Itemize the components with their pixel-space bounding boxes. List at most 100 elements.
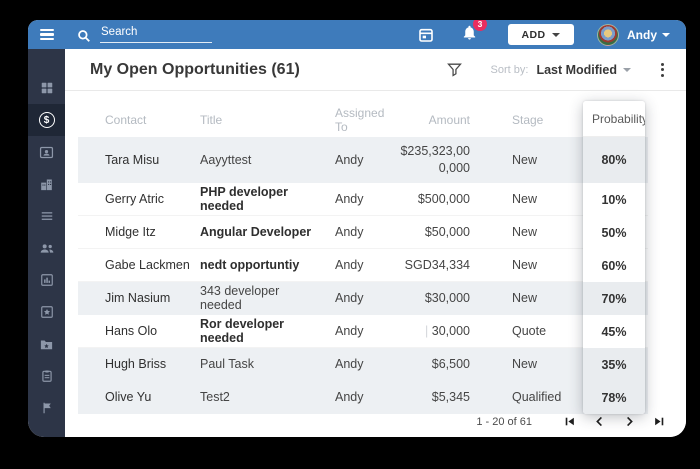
hamburger-menu-icon[interactable]: [39, 28, 54, 41]
team-users-icon: [39, 240, 55, 256]
stage-cell: Quote: [512, 324, 547, 338]
amount-cell: $500,000: [417, 191, 470, 206]
documents-folder-icon: [39, 337, 54, 352]
table-row[interactable]: Midge Itz Angular Developer Andy $50,000…: [78, 216, 648, 249]
sidebar-item-tasks[interactable]: [28, 360, 65, 392]
probability-cells: 80% 10% 50% 60% 70% 45% 35% 78%: [583, 137, 645, 414]
add-button[interactable]: ADD: [508, 24, 574, 45]
stage-cell: New: [512, 192, 538, 206]
title-cell: Angular Developer: [200, 225, 312, 239]
sidebar-item-dashboard[interactable]: [28, 72, 65, 104]
column-header-probability[interactable]: Probability: [583, 101, 645, 137]
column-header-amount[interactable]: Amount: [428, 113, 470, 127]
user-caret-down-icon[interactable]: [662, 32, 670, 37]
reports-chart-icon: [40, 273, 54, 287]
assigned-to-cell: Andy: [335, 192, 364, 206]
tasks-clipboard-icon: [40, 369, 54, 383]
column-header-stage[interactable]: Stage: [512, 113, 544, 127]
search-input[interactable]: Search: [100, 26, 212, 43]
title-cell: PHP developer needed: [200, 185, 289, 213]
assigned-to-cell: Andy: [335, 357, 364, 371]
title-cell: nedt opportuntiy: [200, 258, 300, 272]
filter-funnel-icon[interactable]: [446, 61, 463, 78]
stage-cell: New: [512, 152, 538, 167]
amount-cell: $235,323,000,000: [400, 144, 470, 175]
title-cell: 343 developer needed: [200, 284, 280, 312]
sidebar-item-campaigns[interactable]: [28, 296, 65, 328]
assigned-to-cell: Andy: [335, 225, 364, 239]
amount-cell: | 30,000: [425, 323, 470, 338]
contact-cell: Olive Yu: [105, 390, 152, 404]
sidebar-nav: [28, 49, 65, 437]
kebab-menu-icon[interactable]: [657, 61, 668, 79]
top-navbar: Search 3 ADD Andy: [28, 20, 686, 49]
probability-column-card[interactable]: Probability 80% 10% 50% 60% 70% 45% 35% 78%: [583, 101, 645, 414]
sidebar-item-flagged[interactable]: [28, 392, 65, 424]
pagination-range: 1 - 20 of 61: [476, 415, 532, 428]
user-avatar[interactable]: [597, 23, 619, 46]
table-row[interactable]: Jim Nasium 343 developer needed Andy $30…: [78, 282, 648, 315]
contact-cell: Gerry Atric: [105, 192, 165, 206]
table-row[interactable]: Tara Misu Aayyttest Andy $235,323,000,00…: [78, 137, 648, 183]
list-icon: [40, 209, 54, 223]
probability-cell: 45%: [601, 324, 627, 339]
probability-cell: 80%: [583, 137, 645, 183]
assigned-to-cell: Andy: [335, 291, 364, 305]
table-row[interactable]: Gabe Lackmen nedt opportuntiy Andy SGD34…: [78, 249, 648, 282]
sidebar-item-documents[interactable]: [28, 328, 65, 360]
next-page-icon[interactable]: [614, 415, 644, 428]
page-title: My Open Opportunities (61): [90, 60, 300, 78]
stage-cell: New: [512, 258, 538, 272]
stage-cell: New: [512, 291, 538, 305]
sort-caret-down-icon[interactable]: [623, 67, 631, 72]
table-row[interactable]: Hugh Briss Paul Task Andy $6,500 New: [78, 348, 648, 381]
amount-cell: $50,000: [424, 224, 470, 239]
main-content: My Open Opportunities (61) Sort by: Last…: [65, 49, 686, 437]
column-header-assigned[interactable]: Assigned To: [335, 106, 385, 134]
amount-cell: SGD34,334: [404, 257, 470, 272]
opportunities-dollar-icon: [38, 112, 55, 128]
probability-cell: 10%: [601, 192, 627, 207]
sidebar-item-list[interactable]: [28, 200, 65, 232]
sidebar-item-teams[interactable]: [28, 232, 65, 264]
dashboard-grid-icon: [40, 81, 54, 95]
sort-by-label: Sort by:: [490, 63, 529, 76]
user-name[interactable]: Andy: [627, 27, 657, 42]
sidebar-item-contacts[interactable]: [28, 136, 65, 168]
stage-cell: Qualified: [512, 390, 562, 404]
calendar-icon[interactable]: [418, 27, 434, 43]
table-row[interactable]: Hans Olo Ror developer needed Andy | 30,…: [78, 315, 648, 348]
title-cell: Aayyttest: [200, 152, 252, 167]
title-cell: Test2: [200, 390, 230, 404]
probability-cell: 60%: [601, 258, 627, 273]
table-row[interactable]: Olive Yu Test2 Andy $5,345 Qualified: [78, 381, 648, 414]
sort-value-dropdown[interactable]: Last Modified: [536, 62, 617, 77]
table-body: Tara Misu Aayyttest Andy $235,323,000,00…: [78, 137, 648, 414]
probability-cell: 35%: [583, 348, 645, 381]
table-row[interactable]: Gerry Atric PHP developer needed Andy $5…: [78, 183, 648, 216]
search-icon: [77, 29, 91, 43]
sidebar-item-opportunities[interactable]: [28, 104, 65, 136]
contact-cell: Hugh Briss: [105, 357, 167, 371]
contact-cell: Tara Misu: [105, 152, 160, 167]
probability-cell: 70%: [583, 282, 645, 315]
flag-icon: [40, 401, 54, 415]
assigned-to-cell: Andy: [335, 258, 364, 272]
assigned-to-cell: Andy: [335, 390, 364, 404]
sidebar-item-accounts[interactable]: [28, 168, 65, 200]
probability-cell: 50%: [601, 225, 627, 240]
table-header-row: Contact Title Assigned To Amount Stage: [78, 91, 648, 137]
first-page-icon[interactable]: [554, 415, 584, 428]
contacts-card-icon: [39, 145, 54, 160]
contact-cell: Gabe Lackmen: [105, 258, 190, 272]
title-cell: Ror developer needed: [200, 317, 285, 345]
caret-down-icon: [552, 32, 561, 37]
previous-page-icon[interactable]: [584, 415, 614, 428]
column-header-title[interactable]: Title: [200, 113, 223, 127]
notifications-bell-icon[interactable]: 3: [461, 20, 487, 46]
amount-cell: $30,000: [424, 290, 470, 305]
notification-count-badge: 3: [473, 20, 487, 31]
sidebar-item-reports[interactable]: [28, 264, 65, 296]
last-page-icon[interactable]: [644, 415, 674, 428]
column-header-contact[interactable]: Contact: [105, 113, 147, 127]
